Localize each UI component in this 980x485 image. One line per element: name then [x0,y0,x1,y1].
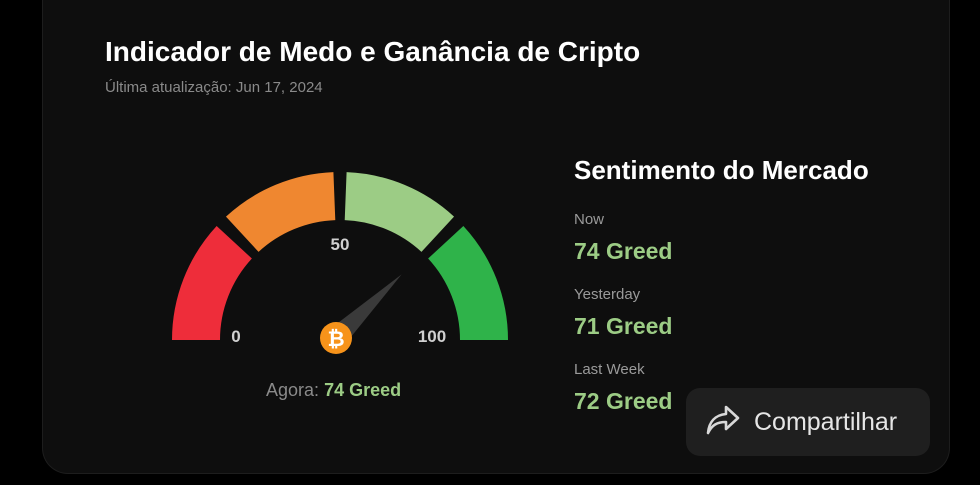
gauge-segment-fear [225,172,336,252]
stat-label-last-week: Last Week [574,361,645,378]
gauge-svg: ₿ 0 50 100 [172,172,508,354]
gauge-segment-extreme-greed [428,225,508,340]
share-button-label: Compartilhar [754,407,898,436]
sentiment-title: Sentimento do Mercado [574,155,869,185]
stat-value-last-week: 72 Greed [574,388,673,414]
share-arrow-icon [704,403,742,442]
gauge-segment-greed [344,172,455,252]
tick-label-max: 100 [418,327,446,346]
stat-label-now: Now [574,211,605,228]
bitcoin-icon: ₿ [320,322,352,354]
stat-label-yesterday: Yesterday [574,286,641,303]
stat-value-now: 74 Greed [574,238,673,264]
svg-text:₿: ₿ [327,327,344,351]
current-reading-value: 74 Greed [324,380,402,400]
last-updated: Última atualização: Jun 17, 2024 [105,79,323,96]
page-title: Indicador de Medo e Ganância de Cripto [105,36,641,67]
current-reading-label: Agora: [266,380,320,400]
stat-value-yesterday: 71 Greed [574,313,673,339]
tick-label-min: 0 [231,327,240,346]
fear-greed-gauge: ₿ 0 50 100 [160,160,520,360]
tick-label-mid: 50 [331,235,350,254]
share-button[interactable]: Compartilhar [686,388,930,456]
current-reading: Agora: 74 Greed [266,380,401,401]
gauge-segment-extreme-fear [172,225,252,340]
